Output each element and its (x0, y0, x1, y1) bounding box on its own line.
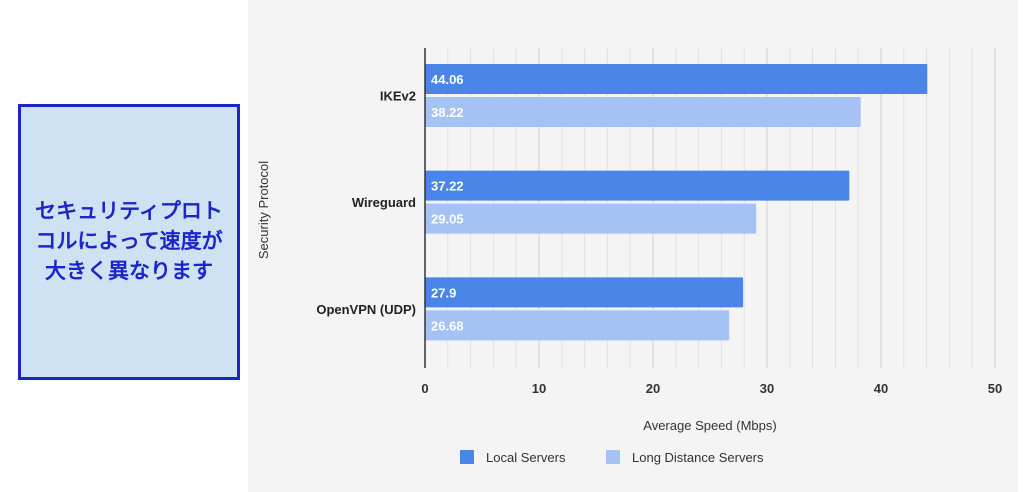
labels: 0 10 20 30 40 50 IKEv2 44.06 38.22 Wireguard 37.22… (316, 72, 1002, 396)
bar-value-label: 38.22 (431, 105, 464, 120)
bars (425, 64, 928, 341)
legend-entry: Local Servers (486, 450, 566, 465)
x-tick-label: 30 (760, 381, 774, 396)
category-label: Wireguard (352, 195, 416, 210)
x-tick-label: 40 (874, 381, 888, 396)
bar-value-label: 37.22 (431, 179, 464, 194)
bar (425, 203, 757, 234)
bar (425, 170, 850, 201)
category-label: IKEv2 (380, 89, 416, 104)
bar (425, 64, 928, 94)
x-tick-label: 10 (532, 381, 546, 396)
x-axis-title: Average Speed (Mbps) (643, 418, 776, 433)
legend-swatch (606, 450, 620, 464)
bar (425, 97, 861, 127)
legend-entry: Long Distance Servers (632, 450, 764, 465)
y-axis-title: Security Protocol (256, 161, 271, 259)
callout-box: セキュリティプロトコルによって速度が大きく異なります (18, 104, 240, 380)
bar-value-label: 29.05 (431, 212, 464, 227)
bar-value-label: 44.06 (431, 72, 464, 87)
category-label: OpenVPN (UDP) (316, 302, 416, 317)
bar-value-label: 26.68 (431, 318, 464, 333)
bar (425, 310, 730, 341)
x-tick-label: 20 (646, 381, 660, 396)
bar (425, 277, 744, 308)
legend-swatch (460, 450, 474, 464)
callout-text: セキュリティプロトコルによって速度が大きく異なります (35, 200, 223, 283)
bar-value-label: 27.9 (431, 285, 456, 300)
x-tick-label: 0 (421, 381, 428, 396)
legend: Local Servers Long Distance Servers (460, 450, 764, 465)
x-tick-label: 50 (988, 381, 1002, 396)
